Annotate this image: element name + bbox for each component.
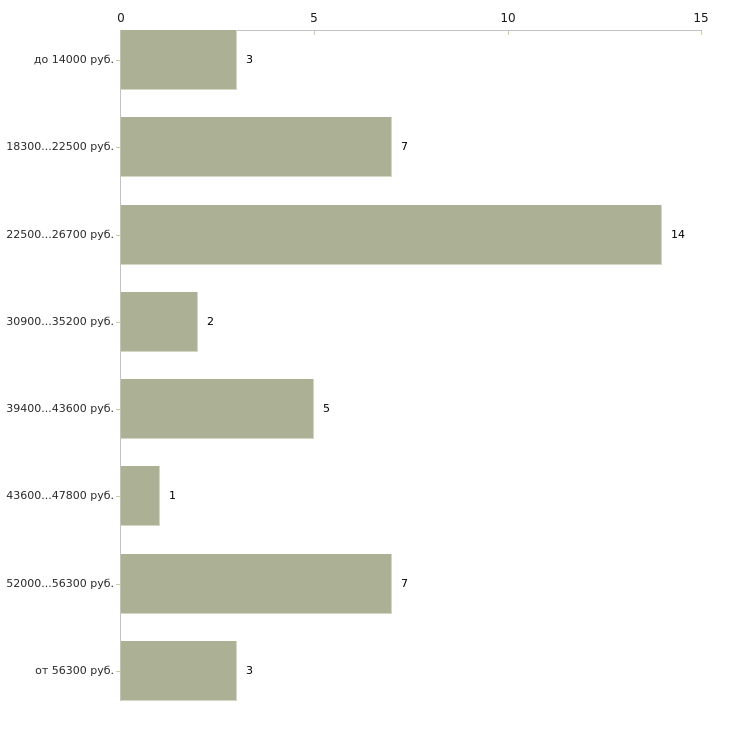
category-label: до 14000 руб. <box>33 53 114 66</box>
value-label: 3 <box>246 664 253 677</box>
x-axis-line <box>121 30 702 31</box>
category-tick-mark <box>116 409 121 410</box>
bar <box>121 117 392 177</box>
y-axis-line <box>120 30 121 701</box>
category-label: 18300...22500 руб. <box>6 140 114 153</box>
value-label: 1 <box>169 489 176 502</box>
category-tick-mark <box>116 671 121 672</box>
x-axis-tick-label: 0 <box>117 11 125 25</box>
bar <box>121 30 237 90</box>
category-tick-mark <box>116 322 121 323</box>
category-label: от 56300 руб. <box>35 664 114 677</box>
category-label: 22500...26700 руб. <box>6 228 114 241</box>
bar <box>121 554 392 614</box>
bar <box>121 641 237 701</box>
x-axis-tick-label: 5 <box>310 11 318 25</box>
x-axis-tick-mark <box>701 31 702 35</box>
category-tick-mark <box>116 496 121 497</box>
category-label: 52000...56300 руб. <box>6 577 114 590</box>
category-tick-mark <box>116 584 121 585</box>
bar <box>121 379 314 439</box>
value-label: 3 <box>246 53 253 66</box>
x-axis-tick-label: 15 <box>693 11 709 25</box>
x-axis-tick-mark <box>508 31 509 35</box>
bar <box>121 466 160 526</box>
category-label: 30900...35200 руб. <box>6 315 114 328</box>
x-axis-tick-mark <box>314 31 315 35</box>
category-label: 39400...43600 руб. <box>6 402 114 415</box>
x-axis-tick-label: 10 <box>500 11 516 25</box>
value-label: 7 <box>401 140 408 153</box>
category-tick-mark <box>116 147 121 148</box>
bar <box>121 205 662 265</box>
value-label: 14 <box>671 228 685 241</box>
value-label: 7 <box>401 577 408 590</box>
category-tick-mark <box>116 235 121 236</box>
value-label: 5 <box>323 402 330 415</box>
value-label: 2 <box>207 315 214 328</box>
category-tick-mark <box>116 60 121 61</box>
bar <box>121 292 198 352</box>
category-label: 43600...47800 руб. <box>6 489 114 502</box>
